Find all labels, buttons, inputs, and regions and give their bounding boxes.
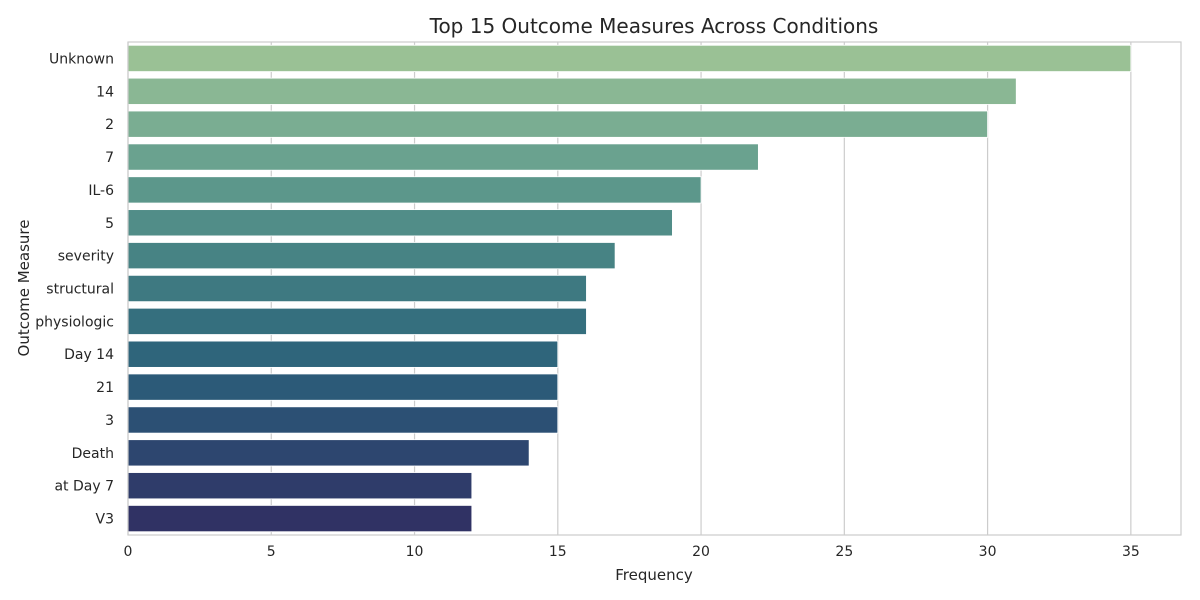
plot-area-frame xyxy=(127,41,1182,536)
y-tick-label: Death xyxy=(72,446,114,462)
y-tick-label: at Day 7 xyxy=(54,479,114,495)
x-axis-title: Frequency xyxy=(615,566,693,584)
x-tick-labels: 0 5 10 15 20 25 30 35 xyxy=(124,544,1140,560)
bar xyxy=(127,143,759,171)
y-tick-label: Day 14 xyxy=(64,347,114,363)
x-tick-label: 5 xyxy=(267,544,276,560)
bar xyxy=(127,439,530,467)
bar xyxy=(127,373,559,401)
y-tick-label: 21 xyxy=(96,380,114,396)
y-tick-label: structural xyxy=(46,282,114,298)
y-axis-title: Outcome Measure xyxy=(15,220,33,357)
x-tick-label: 0 xyxy=(124,544,133,560)
bar xyxy=(127,77,1017,105)
y-tick-labels: Unknown 14 2 7 IL-6 5 severity structural physio… xyxy=(35,51,114,527)
bar xyxy=(127,505,473,533)
y-tick-label: Unknown xyxy=(49,51,114,67)
y-tick-label: 3 xyxy=(105,413,114,429)
y-tick-label: IL-6 xyxy=(88,183,114,199)
bar xyxy=(127,176,702,204)
bar xyxy=(127,472,473,500)
bar xyxy=(127,110,988,138)
y-tick-label: 5 xyxy=(105,216,114,232)
y-tick-label: V3 xyxy=(96,512,114,528)
x-tick-label: 30 xyxy=(979,544,997,560)
chart-title: Top 15 Outcome Measures Across Condition… xyxy=(429,14,879,38)
x-tick-label: 15 xyxy=(549,544,567,560)
x-tick-label: 35 xyxy=(1122,544,1140,560)
bar xyxy=(127,242,616,270)
y-tick-label: 7 xyxy=(105,150,114,166)
bar xyxy=(127,406,559,434)
bars xyxy=(127,44,1132,533)
x-tick-label: 10 xyxy=(406,544,424,560)
y-tick-label: severity xyxy=(58,249,114,265)
bar xyxy=(127,44,1132,72)
x-tick-label: 25 xyxy=(835,544,853,560)
x-tick-label: 20 xyxy=(692,544,710,560)
bar xyxy=(127,307,587,335)
y-tick-label: 14 xyxy=(96,84,114,100)
bar xyxy=(127,274,587,303)
bar xyxy=(127,340,559,368)
y-tick-label: physiologic xyxy=(35,314,114,330)
y-tick-label: 2 xyxy=(105,117,114,133)
bar xyxy=(127,209,673,237)
